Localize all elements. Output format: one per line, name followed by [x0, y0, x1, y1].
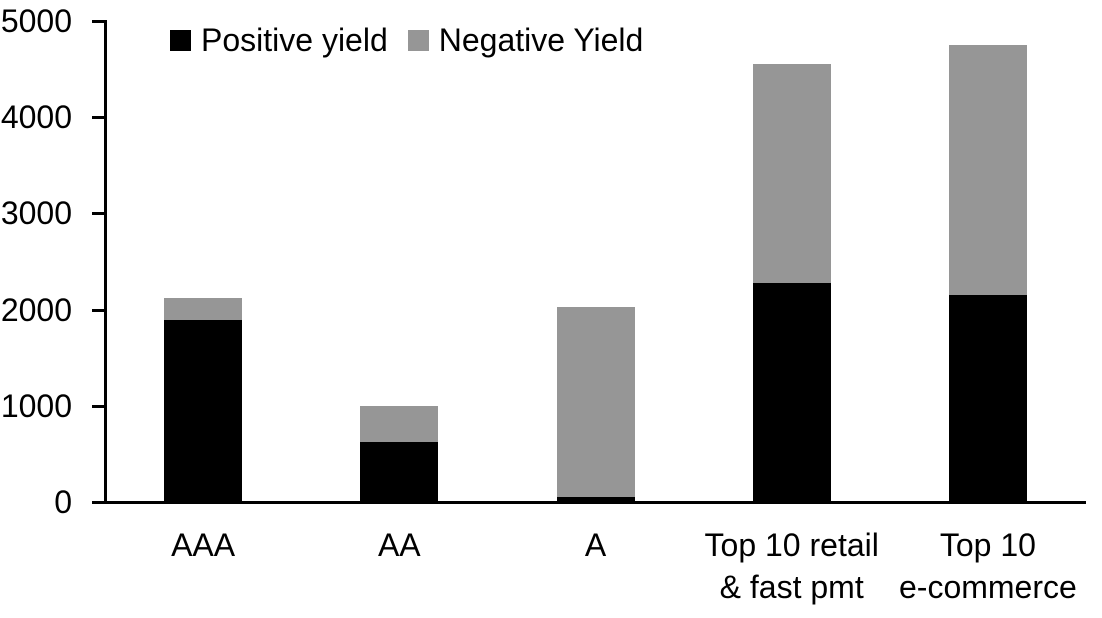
y-tick — [92, 20, 104, 23]
chart-legend: Positive yield Negative Yield — [170, 21, 643, 59]
y-tick-label: 0 — [54, 484, 72, 520]
y-tick-label: 4000 — [0, 99, 72, 136]
x-axis-label: A — [584, 527, 607, 563]
legend-item-positive-yield: Positive yield — [170, 21, 388, 59]
y-tick — [92, 212, 104, 216]
bar-segment-negative — [360, 405, 439, 443]
y-tick-label: 3000 — [0, 195, 72, 232]
bar-segment-negative — [948, 45, 1027, 296]
bar-segment-negative — [752, 64, 831, 283]
y-tick-label: 1000 — [0, 387, 72, 424]
x-axis-label: Top 10 retail & fast pmt — [704, 527, 879, 605]
bar-segment-negative — [164, 298, 243, 321]
x-axis-label: AA — [377, 527, 421, 563]
bar-segment-positive — [948, 295, 1027, 502]
x-axis-line — [92, 501, 1086, 504]
y-tick-label: 2000 — [0, 291, 72, 328]
legend-item-negative-yield: Negative Yield — [407, 21, 644, 59]
legend-swatch-positive-yield — [170, 29, 191, 51]
legend-label-positive-yield: Positive yield — [201, 22, 388, 58]
bar-segment-negative — [556, 306, 635, 498]
y-tick — [92, 116, 104, 120]
x-axis-label: Top 10 e-commerce — [898, 527, 1077, 605]
x-axis-label: AAA — [171, 527, 236, 563]
legend-swatch-negative-yield — [407, 29, 429, 51]
y-axis-line — [104, 20, 107, 503]
bar-segment-positive — [752, 282, 831, 502]
y-tick-label: 5000 — [0, 3, 72, 39]
bar-segment-positive — [360, 442, 439, 502]
bar-segment-positive — [556, 497, 635, 502]
bar-segment-positive — [164, 320, 243, 502]
legend-label-negative-yield: Negative Yield — [438, 22, 644, 58]
y-tick — [92, 404, 104, 408]
y-tick — [92, 308, 104, 312]
